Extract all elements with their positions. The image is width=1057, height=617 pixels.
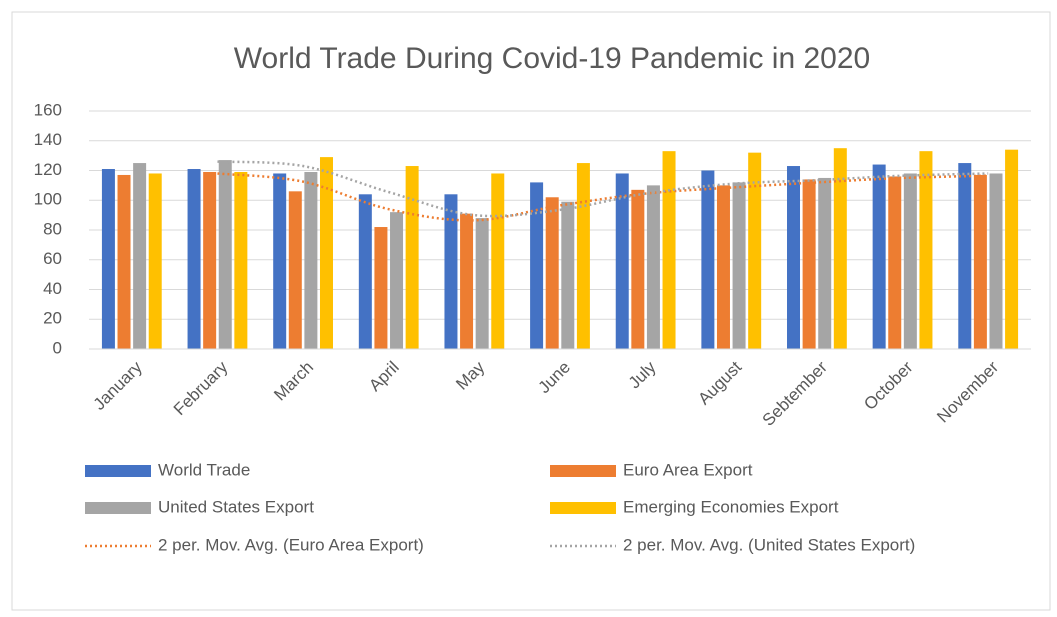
bar bbox=[304, 171, 318, 349]
y-tick-label: 60 bbox=[43, 249, 62, 268]
bar bbox=[530, 182, 544, 349]
y-tick-label: 40 bbox=[43, 279, 62, 298]
legend-swatch bbox=[85, 502, 151, 514]
y-tick-label: 120 bbox=[34, 160, 62, 179]
bar bbox=[545, 197, 559, 349]
bar bbox=[787, 166, 801, 349]
trendline bbox=[217, 172, 989, 222]
bar bbox=[662, 151, 676, 349]
legend-swatch bbox=[550, 465, 616, 477]
bar bbox=[646, 185, 660, 349]
y-tick-label: 100 bbox=[34, 190, 62, 209]
bar bbox=[234, 171, 248, 349]
y-tick-label: 140 bbox=[34, 130, 62, 149]
bar bbox=[218, 160, 232, 349]
bar bbox=[444, 194, 458, 349]
bar bbox=[748, 152, 762, 349]
bar bbox=[148, 173, 162, 349]
bar bbox=[405, 166, 419, 349]
legend-label: Euro Area Export bbox=[623, 460, 753, 479]
bar bbox=[561, 201, 575, 349]
bar bbox=[732, 182, 746, 349]
legend-label: Emerging Economies Export bbox=[623, 497, 839, 516]
bar bbox=[716, 185, 730, 349]
bar bbox=[872, 164, 886, 349]
bar bbox=[101, 169, 115, 349]
bar bbox=[989, 173, 1003, 349]
bar bbox=[973, 174, 987, 349]
bar bbox=[319, 157, 333, 349]
bar bbox=[491, 173, 505, 349]
bar bbox=[203, 171, 217, 349]
bar bbox=[903, 173, 917, 349]
bar bbox=[958, 163, 972, 349]
y-tick-label: 20 bbox=[43, 309, 62, 328]
bar bbox=[615, 173, 629, 349]
legend-label: 2 per. Mov. Avg. (United States Export) bbox=[623, 535, 915, 554]
bar bbox=[460, 213, 474, 349]
bar bbox=[818, 177, 832, 349]
bar bbox=[273, 173, 287, 349]
bar bbox=[631, 189, 645, 349]
bar bbox=[833, 148, 847, 349]
legend-label: World Trade bbox=[158, 460, 250, 479]
legend-swatch bbox=[85, 465, 151, 477]
bar bbox=[187, 169, 201, 349]
y-tick-label: 0 bbox=[53, 338, 62, 357]
bar bbox=[701, 170, 715, 349]
bar bbox=[288, 191, 302, 349]
y-tick-label: 80 bbox=[43, 219, 62, 238]
bar bbox=[475, 218, 489, 349]
bar bbox=[358, 194, 372, 349]
chart-title: World Trade During Covid-19 Pandemic in … bbox=[234, 42, 870, 75]
bar bbox=[390, 212, 404, 349]
legend-label: 2 per. Mov. Avg. (Euro Area Export) bbox=[158, 535, 424, 554]
bar bbox=[1005, 149, 1019, 349]
bar bbox=[374, 227, 388, 349]
bar bbox=[888, 176, 902, 349]
bar bbox=[133, 163, 147, 349]
legend-swatch bbox=[550, 502, 616, 514]
bar bbox=[117, 174, 131, 349]
bar bbox=[919, 151, 933, 349]
trendline bbox=[217, 160, 989, 218]
bar bbox=[576, 163, 590, 349]
legend-label: United States Export bbox=[158, 497, 314, 516]
bar bbox=[802, 179, 816, 349]
y-tick-label: 160 bbox=[34, 100, 62, 119]
